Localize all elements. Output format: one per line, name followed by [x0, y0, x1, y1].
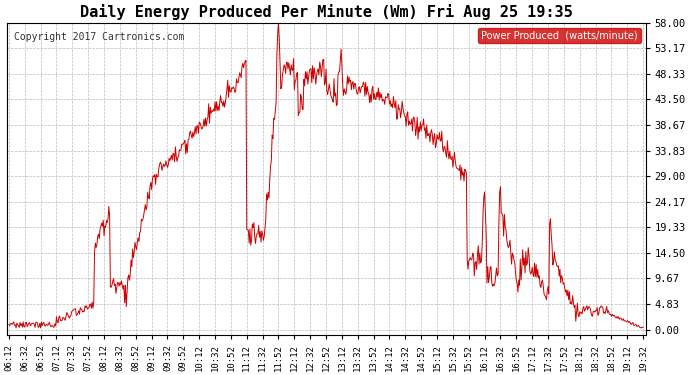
Text: Copyright 2017 Cartronics.com: Copyright 2017 Cartronics.com [14, 32, 184, 42]
Title: Daily Energy Produced Per Minute (Wm) Fri Aug 25 19:35: Daily Energy Produced Per Minute (Wm) Fr… [80, 4, 573, 20]
Legend: Power Produced  (watts/minute): Power Produced (watts/minute) [478, 28, 641, 44]
